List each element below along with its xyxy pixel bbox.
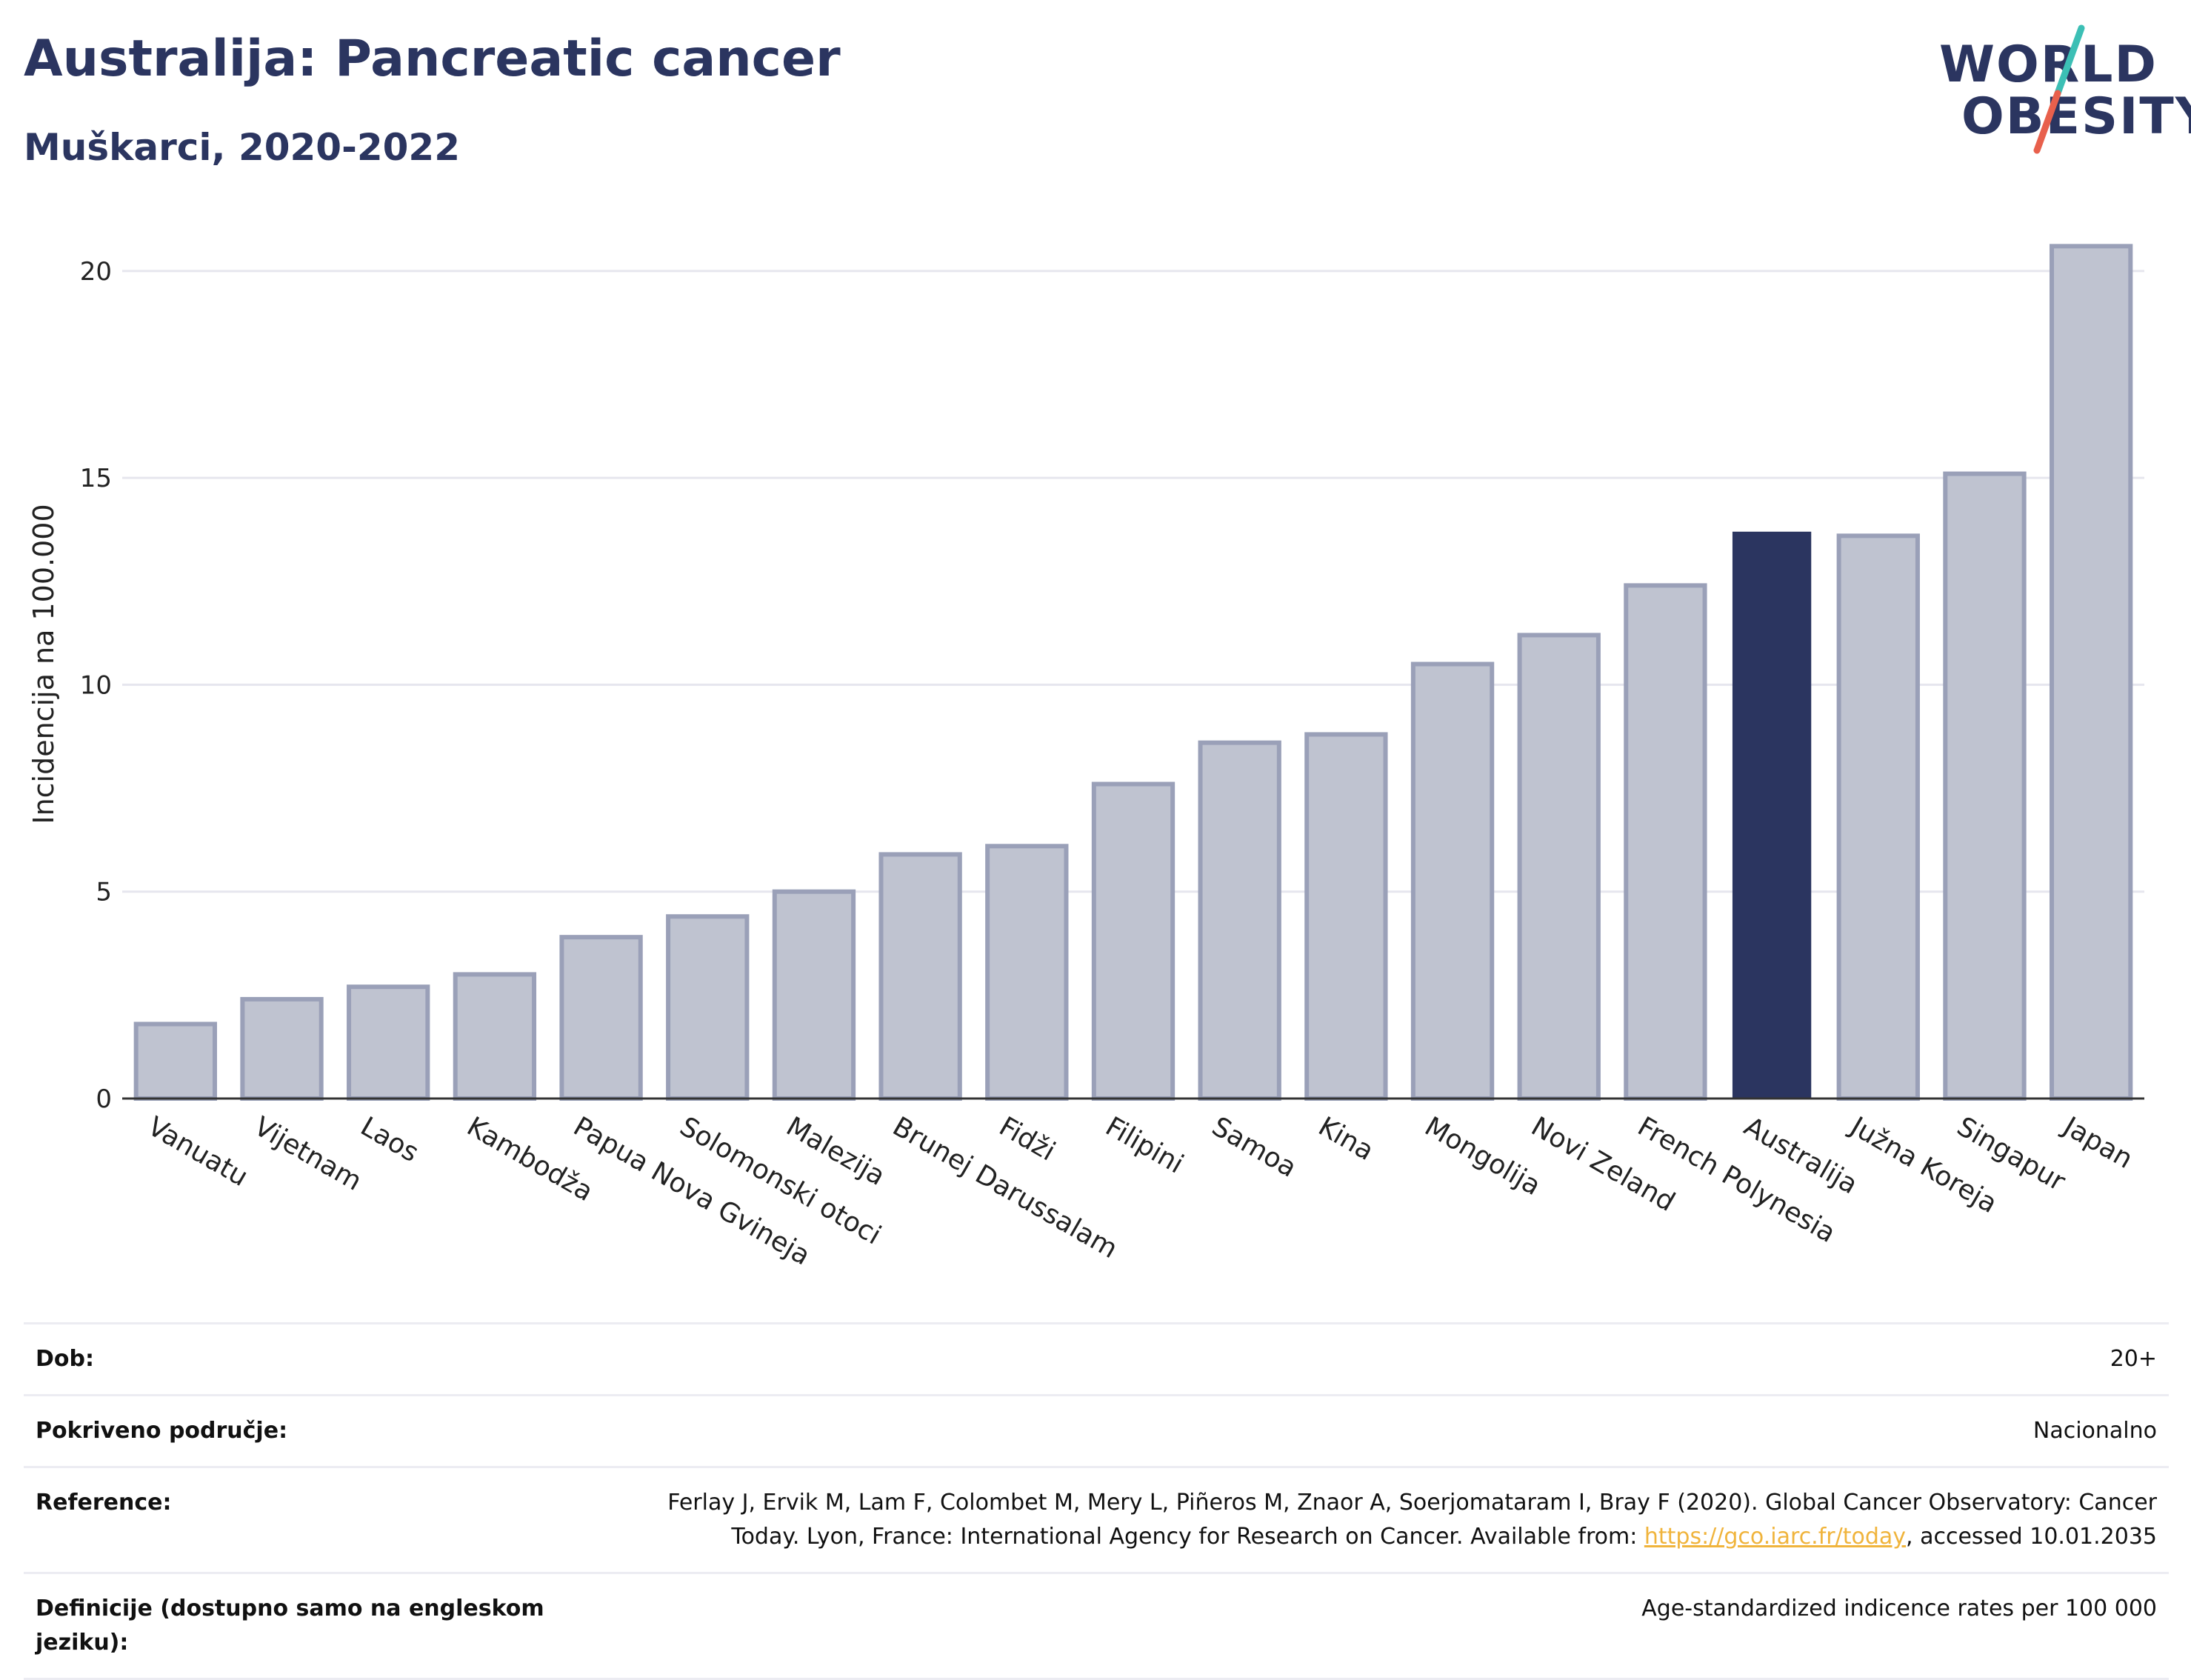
info-label: Reference:: [24, 1466, 581, 1573]
y-tick-label: 10: [80, 670, 112, 700]
y-tick-label: 0: [96, 1084, 112, 1114]
y-tick-label: 15: [80, 464, 112, 493]
x-tick-label: Laos: [356, 1111, 424, 1168]
bar-australija[interactable]: [1732, 531, 1812, 1099]
x-tick-label: French Polynesia: [1633, 1111, 1841, 1249]
x-tick-label: Vijetnam: [249, 1111, 367, 1197]
bar-french-polynesia[interactable]: [1624, 583, 1707, 1101]
bar-novi-zeland[interactable]: [1517, 633, 1601, 1101]
info-value: Ferlay J, Ervik M, Lam F, Colombet M, Me…: [581, 1466, 2169, 1573]
logo-text-obesity: OBESITY: [1961, 87, 2191, 146]
x-tick-label: Vanuatu: [142, 1111, 253, 1193]
bar-vijetnam[interactable]: [240, 996, 324, 1101]
bar-samoa[interactable]: [1198, 740, 1281, 1101]
bars: [133, 244, 2133, 1101]
info-value: 20+: [581, 1322, 2169, 1396]
bar-brunej-darussalam[interactable]: [878, 852, 962, 1101]
bar-singapur[interactable]: [1943, 471, 2027, 1101]
bar-fidži[interactable]: [985, 844, 1069, 1101]
y-tick-label: 20: [80, 257, 112, 287]
info-label: Dob:: [24, 1322, 581, 1396]
bar-malezija[interactable]: [772, 889, 856, 1101]
x-tick-label: Filipini: [1101, 1111, 1189, 1179]
bar-kambodža[interactable]: [453, 972, 537, 1101]
info-row-age: Dob: 20+: [24, 1322, 2169, 1396]
reference-link[interactable]: https://gco.iarc.fr/today: [1644, 1524, 1907, 1550]
bar-filipini[interactable]: [1091, 781, 1175, 1101]
logo-slash-icon: [2033, 24, 2085, 154]
reference-text-end: , accessed 10.01.2035: [1906, 1524, 2157, 1550]
bar-japan[interactable]: [2049, 244, 2133, 1101]
info-row-coverage: Pokriveno područje: Nacionalno: [24, 1394, 2169, 1467]
y-axis-title: Incidencija na 100.000: [27, 504, 60, 824]
page-subtitle: Muškarci, 2020-2022: [24, 126, 461, 169]
bar-mongolija[interactable]: [1410, 661, 1495, 1101]
x-tick-label: Japan: [2057, 1110, 2138, 1175]
info-label: Pokriveno područje:: [24, 1394, 581, 1467]
info-label: Definicije (dostupno samo na engleskom j…: [24, 1572, 581, 1680]
x-tick-label: Kina: [1313, 1111, 1378, 1167]
bar-laos[interactable]: [347, 984, 430, 1101]
page-title: Australija: Pancreatic cancer: [24, 30, 841, 88]
axes: 0 5 10 15 20: [80, 257, 2144, 1114]
bar-papua-nova-gvineja[interactable]: [559, 935, 643, 1101]
logo-text-world: WORLD: [1939, 36, 2158, 94]
world-obesity-logo[interactable]: WORLD OBESITY: [1926, 21, 2191, 161]
info-value: Nacionalno: [581, 1394, 2169, 1467]
info-row-definitions: Definicije (dostupno samo na engleskom j…: [24, 1572, 2169, 1680]
bar-solomonski-otoci[interactable]: [666, 914, 750, 1101]
y-tick-label: 5: [96, 878, 112, 907]
x-tick-label: Fidži: [994, 1111, 1061, 1167]
info-row-reference: Reference: Ferlay J, Ervik M, Lam F, Col…: [24, 1466, 2169, 1573]
reference-text: Ferlay J, Ervik M, Lam F, Colombet M, Me…: [667, 1490, 2157, 1550]
bar-kina[interactable]: [1304, 732, 1388, 1101]
bar-vanuatu[interactable]: [133, 1021, 218, 1101]
bar-južna-koreja[interactable]: [1836, 533, 1920, 1101]
info-table: Dob: 20+ Pokriveno područje: Nacionalno …: [24, 1322, 2169, 1680]
x-tick-label: Mongolija: [1420, 1111, 1546, 1201]
info-value: Age-standardized indicence rates per 100…: [581, 1572, 2169, 1680]
x-tick-label: Samoa: [1207, 1111, 1301, 1184]
